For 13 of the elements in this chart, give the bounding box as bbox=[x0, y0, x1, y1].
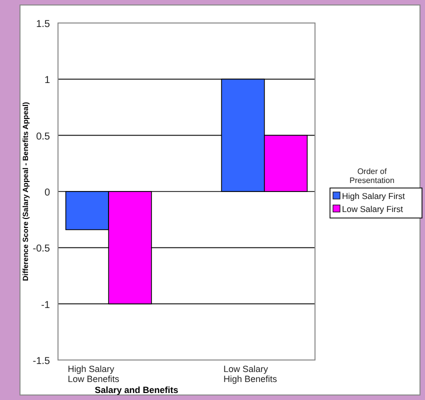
x-tick-label: High Salary Low Benefits bbox=[68, 364, 120, 384]
x-axis-title: Salary and Benefits bbox=[94, 385, 178, 395]
y-tick-label: 1 bbox=[44, 75, 50, 86]
y-tick-label: -1 bbox=[41, 300, 50, 311]
x-tick-label: Low Salary High Benefits bbox=[224, 364, 278, 384]
y-tick-label: 0.5 bbox=[36, 131, 50, 142]
legend-title: Order of Presentation bbox=[350, 167, 394, 185]
y-tick-label: 1.5 bbox=[36, 19, 50, 30]
legend-label: Low Salary First bbox=[342, 204, 404, 214]
legend-label: High Salary First bbox=[342, 191, 406, 201]
y-tick-label: -0.5 bbox=[32, 244, 50, 255]
y-tick-label: -1.5 bbox=[32, 356, 50, 367]
y-tick-label: 0 bbox=[44, 188, 50, 198]
